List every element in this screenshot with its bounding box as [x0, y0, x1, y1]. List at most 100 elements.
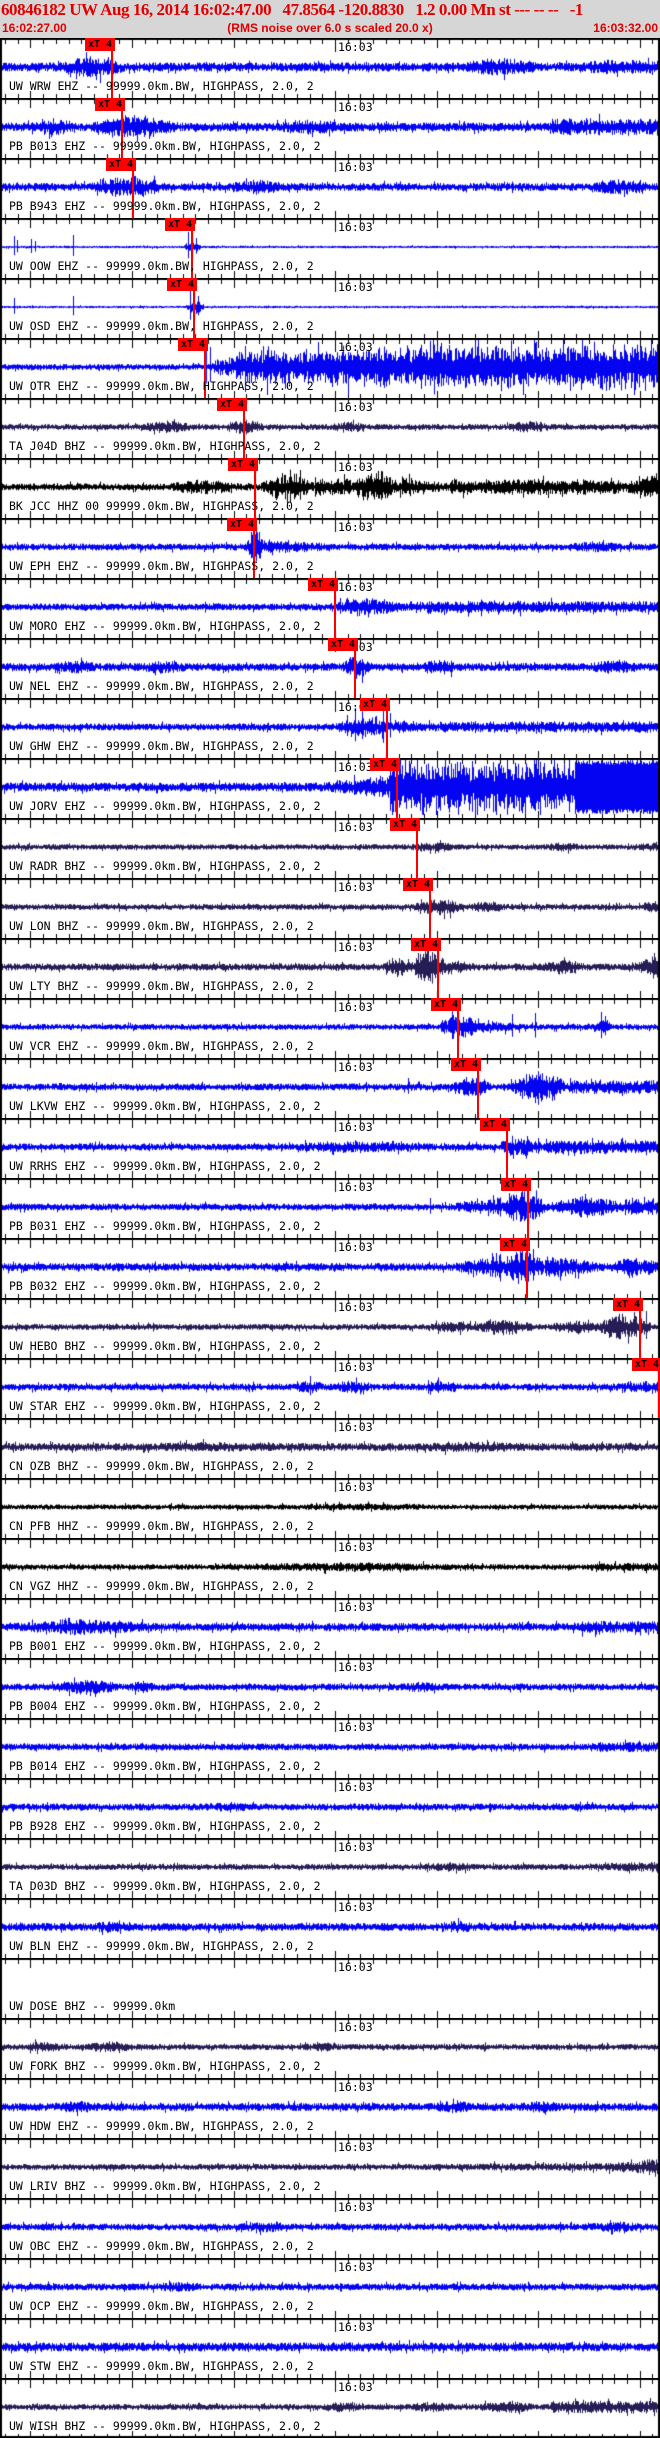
phase-pick-line[interactable]: [477, 1058, 479, 1118]
phase-pick-flag[interactable]: xT 4: [451, 1058, 482, 1071]
trace-station-label: PB B031 EHZ -- 99999.0km.BW, HIGHPASS, 2…: [9, 1219, 321, 1233]
phase-pick-flag[interactable]: xT 4: [85, 38, 116, 51]
trace-station-label: UW OBC EHZ -- 99999.0km.BW, HIGHPASS, 2.…: [9, 2239, 314, 2253]
trace-panel: 16:03 xT 4 UW LTY BHZ -- 99999.0km.BW, H…: [0, 938, 660, 998]
waveform-canvas[interactable]: [0, 1478, 660, 1538]
phase-pick-line[interactable]: [132, 158, 134, 218]
phase-pick-line[interactable]: [658, 1358, 660, 1418]
phase-pick-line[interactable]: [396, 758, 398, 818]
phase-pick-line[interactable]: [506, 1118, 508, 1178]
phase-pick-flag[interactable]: xT 4: [411, 938, 442, 951]
phase-pick-flag[interactable]: xT 4: [431, 998, 462, 1011]
waveform-canvas[interactable]: [0, 1718, 660, 1778]
phase-pick-line[interactable]: [191, 218, 193, 278]
phase-pick-flag[interactable]: xT 4: [178, 338, 209, 351]
trace-panel: 16:03 PB B928 EHZ -- 99999.0km.BW, HIGHP…: [0, 1778, 660, 1838]
waveform-canvas[interactable]: [0, 218, 660, 278]
minute-tick-label: 16:03: [338, 2320, 373, 2334]
phase-pick-line[interactable]: [334, 578, 336, 638]
phase-pick-flag[interactable]: xT 4: [95, 98, 126, 111]
waveform-canvas[interactable]: [0, 938, 660, 998]
phase-pick-flag[interactable]: xT 4: [480, 1118, 511, 1131]
waveform-canvas[interactable]: [0, 998, 660, 1058]
phase-pick-flag[interactable]: xT 4: [390, 818, 421, 831]
waveform-canvas[interactable]: [0, 1898, 660, 1958]
phase-pick-flag[interactable]: xT 4: [370, 758, 401, 771]
waveform-canvas[interactable]: [0, 818, 660, 878]
waveform-canvas[interactable]: [0, 338, 660, 398]
phase-pick-line[interactable]: [639, 1298, 641, 1358]
phase-pick-line[interactable]: [111, 38, 113, 98]
phase-pick-flag[interactable]: xT 4: [632, 1358, 660, 1371]
minute-tick-label: 16:03: [338, 700, 373, 714]
phase-pick-flag[interactable]: xT 4: [308, 578, 339, 591]
phase-pick-flag[interactable]: xT 4: [167, 278, 198, 291]
waveform-canvas[interactable]: [0, 1838, 660, 1898]
phase-pick-flag[interactable]: xT 4: [106, 158, 137, 171]
trace-panel: 16:03 xT 4 UW LKVW EHZ -- 99999.0km.BW, …: [0, 1058, 660, 1118]
phase-pick-flag[interactable]: xT 4: [500, 1238, 531, 1251]
waveform-canvas[interactable]: [0, 698, 660, 758]
waveform-canvas[interactable]: [0, 1238, 660, 1298]
phase-pick-line[interactable]: [457, 998, 459, 1058]
phase-pick-line[interactable]: [386, 698, 388, 758]
phase-pick-line[interactable]: [253, 518, 255, 578]
waveform-canvas[interactable]: [0, 1178, 660, 1238]
trace-panel: 16:03 xT 4 UW MORO EHZ -- 99999.0km.BW, …: [0, 578, 660, 638]
phase-pick-line[interactable]: [204, 338, 206, 398]
phase-pick-line[interactable]: [437, 938, 439, 998]
trace-station-label: UW LKVW EHZ -- 99999.0km.BW, HIGHPASS, 2…: [9, 1099, 321, 1113]
waveform-canvas[interactable]: [0, 2258, 660, 2318]
phase-pick-line[interactable]: [121, 98, 123, 158]
waveform-canvas[interactable]: [0, 1538, 660, 1598]
waveform-canvas[interactable]: [0, 1058, 660, 1118]
phase-pick-flag[interactable]: xT 4: [165, 218, 196, 231]
phase-pick-flag[interactable]: xT 4: [403, 878, 434, 891]
waveform-canvas[interactable]: [0, 878, 660, 938]
phase-pick-line[interactable]: [254, 458, 256, 518]
waveform-canvas[interactable]: [0, 758, 660, 818]
waveform-canvas[interactable]: [0, 2018, 660, 2078]
waveform-canvas[interactable]: [0, 2078, 660, 2138]
phase-pick-line[interactable]: [416, 818, 418, 878]
phase-pick-flag[interactable]: xT 4: [613, 1298, 644, 1311]
waveform-canvas[interactable]: [0, 1958, 660, 2018]
trace-panel: 16:03 xT 4 UW OTR EHZ -- 99999.0km.BW, H…: [0, 338, 660, 398]
minute-tick-label: 16:03: [338, 1780, 373, 1794]
phase-pick-flag[interactable]: xT 4: [360, 698, 391, 711]
waveform-canvas[interactable]: [0, 1298, 660, 1358]
phase-pick-line[interactable]: [354, 638, 356, 698]
waveform-canvas[interactable]: [0, 1778, 660, 1838]
phase-pick-flag[interactable]: xT 4: [501, 1178, 532, 1191]
waveform-canvas[interactable]: [0, 2318, 660, 2378]
minute-tick-label: 16:03: [338, 40, 373, 54]
trace-station-label: UW OSD EHZ -- 99999.0km.BW, HIGHPASS, 2.…: [9, 319, 314, 333]
phase-pick-flag[interactable]: xT 4: [217, 398, 248, 411]
trace-station-label: UW STW EHZ -- 99999.0km.BW, HIGHPASS, 2.…: [9, 2359, 314, 2373]
phase-pick-flag[interactable]: xT 4: [328, 638, 359, 651]
waveform-canvas[interactable]: [0, 458, 660, 518]
waveform-canvas[interactable]: [0, 278, 660, 338]
waveform-canvas[interactable]: [0, 2378, 660, 2438]
waveform-canvas[interactable]: [0, 2198, 660, 2258]
trace-panel: 16:03 xT 4 UW OOW EHZ -- 99999.0km.BW, H…: [0, 218, 660, 278]
waveform-canvas[interactable]: [0, 398, 660, 458]
minute-tick-label: 16:03: [338, 820, 373, 834]
phase-pick-line[interactable]: [429, 878, 431, 938]
phase-pick-flag[interactable]: xT 4: [227, 518, 258, 531]
trace-panel: 16:03 xT 4 UW WRW EHZ -- 99999.0km.BW, H…: [0, 38, 660, 98]
waveform-canvas[interactable]: [0, 1358, 660, 1418]
waveform-canvas[interactable]: [0, 1598, 660, 1658]
waveform-canvas[interactable]: [0, 2138, 660, 2198]
trace-station-label: CN OZB BHZ -- 99999.0km.BW, HIGHPASS, 2.…: [9, 1459, 314, 1473]
waveform-canvas[interactable]: [0, 518, 660, 578]
phase-pick-flag[interactable]: xT 4: [228, 458, 259, 471]
waveform-canvas[interactable]: [0, 1658, 660, 1718]
phase-pick-line[interactable]: [193, 278, 195, 338]
waveform-canvas[interactable]: [0, 1418, 660, 1478]
waveform-canvas[interactable]: [0, 1118, 660, 1178]
phase-pick-line[interactable]: [243, 398, 245, 458]
phase-pick-line[interactable]: [527, 1178, 529, 1238]
phase-pick-line[interactable]: [526, 1238, 528, 1298]
minute-tick-label: 16:03: [338, 1660, 373, 1674]
